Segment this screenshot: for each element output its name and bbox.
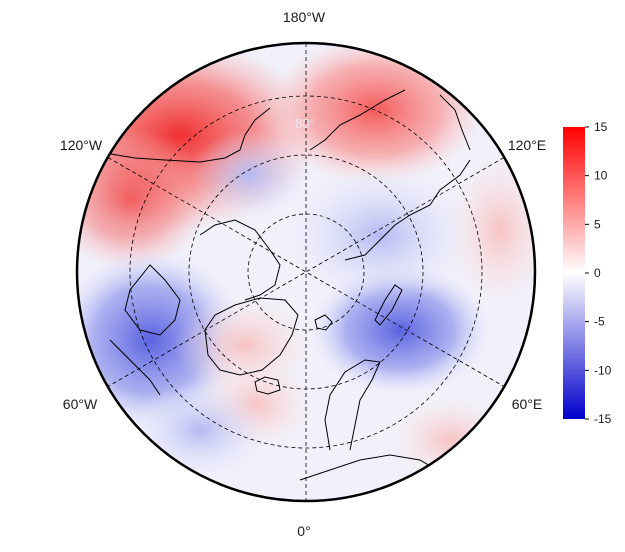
longitude-label-bottom: 0°: [297, 523, 310, 539]
svalbard-coast: [314, 314, 333, 331]
map-border: [75, 41, 537, 503]
colorbar-tick-label: 15: [594, 120, 608, 134]
longitude-label-upper-left: 120°W: [60, 137, 103, 153]
alaska-coast: [104, 107, 271, 163]
latitude-label-inner: 80°: [295, 116, 315, 131]
meridian-120e-60w: [107, 157, 505, 387]
scandinavia-coast: [324, 359, 381, 451]
colorbar: 15 10 5 0 -5 -10 -15: [563, 120, 612, 426]
coastlines: [104, 89, 471, 481]
colorbar-tick-label: -5: [594, 315, 605, 329]
siberia-coast: [344, 159, 471, 261]
meridian-120w-60e: [107, 157, 505, 387]
longitude-label-lower-right: 60°E: [512, 396, 543, 412]
greenland-coast: [204, 297, 299, 376]
latitude-circle-80: [247, 213, 365, 331]
kamchatka-coast: [439, 94, 471, 151]
longitude-label-upper-right: 120°E: [508, 137, 546, 153]
latitude-label-outer: 90°: [306, 213, 326, 228]
colorbar-tick-label: 5: [594, 217, 601, 231]
hudson-bay-coast: [124, 264, 181, 336]
longitude-label-top: 180°W: [283, 9, 326, 25]
colorbar-ticks: 15 10 5 0 -5 -10 -15: [585, 120, 612, 426]
longitude-label-lower-left: 60°W: [63, 396, 98, 412]
colorbar-tick-label: 0: [594, 266, 601, 280]
iceland-coast: [254, 376, 281, 395]
europe-coast: [299, 454, 446, 481]
colorbar-gradient: [563, 127, 585, 419]
colorbar-tick-label: -15: [594, 412, 612, 426]
anomaly-field: [77, 43, 535, 501]
labrador-coast: [109, 339, 161, 396]
graticule: [107, 43, 505, 501]
chukotka-coast: [309, 89, 406, 151]
colorbar-tick-label: 10: [594, 169, 608, 183]
colorbar-tick-label: -10: [594, 363, 612, 377]
canada-archipelago-coast: [199, 219, 281, 301]
novaya-zemlya-coast: [374, 284, 403, 326]
